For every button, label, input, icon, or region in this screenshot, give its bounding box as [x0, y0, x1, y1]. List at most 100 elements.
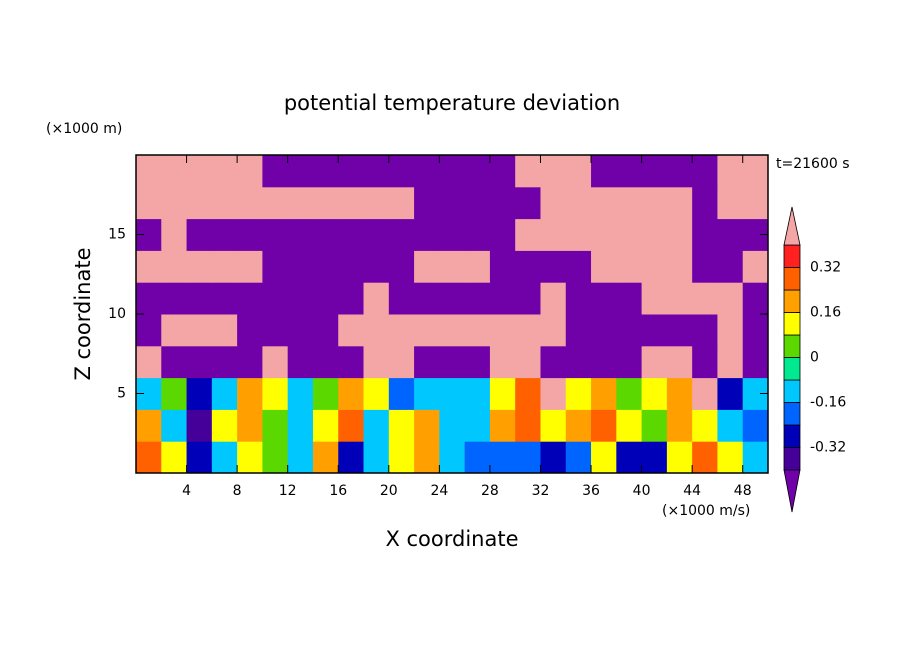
contour-cell	[186, 282, 213, 315]
contour-cell	[287, 218, 314, 251]
contour-cell	[237, 186, 263, 220]
contour-cell	[414, 282, 440, 315]
contour-cell	[666, 282, 693, 315]
contour-cell	[464, 155, 491, 188]
contour-cell	[338, 441, 365, 474]
contour-cell	[489, 345, 516, 379]
contour-cell	[312, 345, 339, 379]
contour-cell	[692, 186, 718, 220]
contour-cell	[591, 155, 617, 188]
contour-cell	[540, 218, 567, 251]
contour-cell	[338, 377, 365, 410]
colorbar-band	[783, 402, 801, 426]
contour-cell	[237, 314, 263, 347]
contour-cell	[439, 186, 466, 220]
contour-cell	[312, 409, 339, 442]
contour-cell	[211, 186, 238, 220]
annotation: t=21600 s	[776, 156, 850, 172]
contour-cell	[742, 345, 769, 379]
contour-cell	[211, 282, 238, 315]
contour-cell	[666, 377, 693, 410]
contour-cell	[565, 377, 592, 410]
contour-cell	[363, 377, 390, 410]
y-tick-label: 15	[108, 227, 126, 243]
contour-cell	[338, 155, 365, 188]
contour-cell	[616, 282, 643, 315]
contour-cell	[641, 345, 668, 379]
contour-cell	[489, 409, 516, 442]
contour-cell	[388, 218, 415, 251]
contour-cell	[565, 250, 592, 283]
contour-cell	[616, 250, 643, 283]
contour-cell	[464, 314, 491, 347]
y-tick-label: 5	[117, 386, 126, 402]
contour-cell	[717, 345, 744, 379]
contour-cell	[363, 155, 390, 188]
contour-cell	[641, 218, 668, 251]
contour-cell	[312, 282, 339, 315]
contour-cell	[692, 250, 718, 283]
x-tick-label: 12	[279, 483, 297, 499]
colorbar-band	[783, 424, 801, 448]
contour-cell	[186, 441, 213, 474]
contour-cell	[388, 377, 415, 410]
contour-cell	[717, 282, 744, 315]
contour-cell	[312, 155, 339, 188]
contour-cell	[591, 377, 617, 410]
contour-cell	[161, 186, 188, 220]
contour-cell	[312, 441, 339, 474]
contour-cell	[287, 155, 314, 188]
contour-cell	[136, 441, 162, 474]
contour-cell	[161, 155, 188, 188]
contour-cell	[237, 409, 263, 442]
contour-cell	[565, 218, 592, 251]
contour-cell	[464, 250, 491, 283]
contour-cell	[388, 155, 415, 188]
contour-cell	[388, 314, 415, 347]
contour-cell	[363, 218, 390, 251]
contour-cell	[565, 186, 592, 220]
contour-cell	[489, 218, 516, 251]
contour-cell	[717, 409, 744, 442]
contour-cell	[515, 155, 541, 188]
x-tick-label: 28	[481, 483, 499, 499]
colorbar-tick-label: 0.32	[810, 260, 841, 276]
contour-cell	[540, 314, 567, 347]
x-tick-label: 20	[380, 483, 398, 499]
contour-cell	[414, 345, 440, 379]
contour-cell	[540, 186, 567, 220]
contour-cell	[237, 345, 263, 379]
contour-cell	[717, 377, 744, 410]
contour-cell	[489, 282, 516, 315]
contour-cell	[717, 218, 744, 251]
contour-cell	[363, 250, 390, 283]
contour-cell	[515, 409, 541, 442]
contour-cell	[591, 345, 617, 379]
contour-cell	[161, 250, 188, 283]
contour-cell	[616, 409, 643, 442]
contour-cell	[262, 441, 289, 474]
contour-cell	[489, 250, 516, 283]
contour-cell	[414, 377, 440, 410]
contour-cell	[540, 250, 567, 283]
contour-cell	[692, 345, 718, 379]
contour-cell	[237, 441, 263, 474]
contour-cell	[439, 409, 466, 442]
contour-cell	[388, 250, 415, 283]
contour-cell	[312, 377, 339, 410]
contour-cell	[515, 345, 541, 379]
contour-cell	[565, 314, 592, 347]
contour-cell	[540, 377, 567, 410]
contour-cell	[692, 377, 718, 410]
x-tick-label: 4	[182, 483, 191, 499]
contour-cell	[439, 155, 466, 188]
contour-cell	[641, 314, 668, 347]
contour-cell	[388, 282, 415, 315]
contour-cell	[338, 186, 365, 220]
contour-cell	[666, 218, 693, 251]
contour-cell	[641, 250, 668, 283]
contour-cell	[312, 186, 339, 220]
contour-cell	[186, 155, 213, 188]
contour-cell	[237, 377, 263, 410]
contour-cell	[641, 282, 668, 315]
